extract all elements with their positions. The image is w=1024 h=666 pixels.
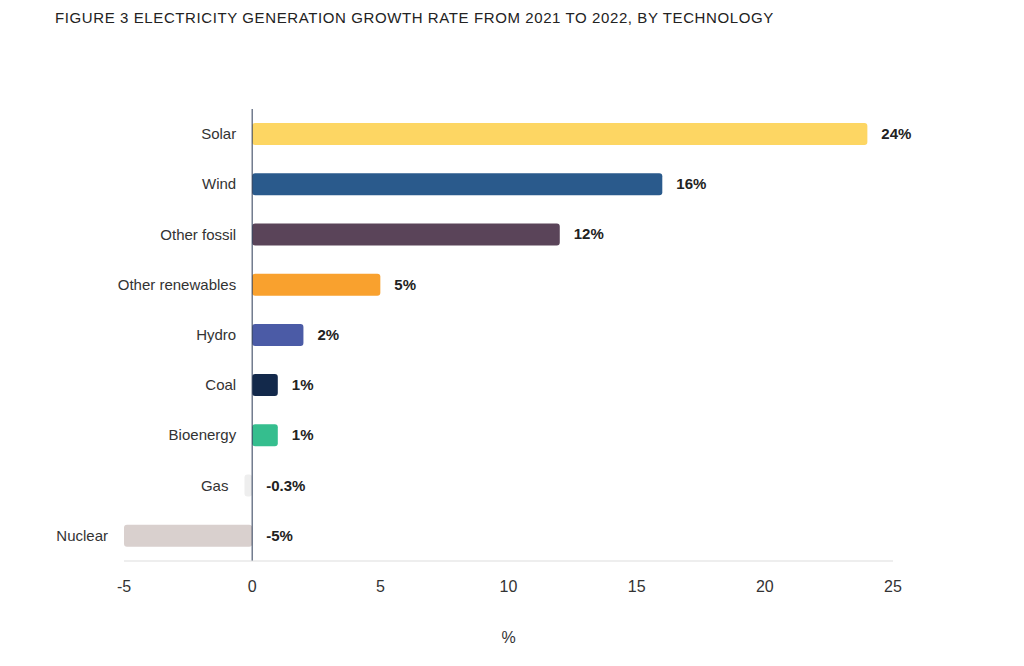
svg-text:-5: -5 <box>117 578 131 595</box>
svg-text:Other fossil: Other fossil <box>160 226 236 243</box>
svg-text:0: 0 <box>248 578 257 595</box>
svg-text:2%: 2% <box>317 326 339 343</box>
svg-text:%: % <box>501 629 515 646</box>
svg-text:15: 15 <box>628 578 646 595</box>
svg-text:Solar: Solar <box>201 125 236 142</box>
svg-text:1%: 1% <box>292 426 314 443</box>
svg-text:12%: 12% <box>574 225 604 242</box>
svg-text:5%: 5% <box>394 276 416 293</box>
svg-text:10: 10 <box>500 578 518 595</box>
svg-text:-5%: -5% <box>266 527 293 544</box>
svg-text:Other renewables: Other renewables <box>118 276 236 293</box>
svg-text:Coal: Coal <box>205 376 236 393</box>
svg-text:1%: 1% <box>292 376 314 393</box>
svg-text:5: 5 <box>376 578 385 595</box>
svg-text:16%: 16% <box>676 175 706 192</box>
svg-text:Wind: Wind <box>202 175 236 192</box>
svg-text:Nuclear: Nuclear <box>56 527 108 544</box>
svg-text:20: 20 <box>756 578 774 595</box>
html-text:FIGURE 3 ELECTRICITY GENERATIO: FIGURE 3 ELECTRICITY GENERATION GROWTH R… <box>55 9 774 26</box>
svg-text:Hydro: Hydro <box>196 326 236 343</box>
svg-text:25: 25 <box>884 578 902 595</box>
svg-text:-0.3%: -0.3% <box>266 477 305 494</box>
svg-text:24%: 24% <box>881 125 911 142</box>
svg-text:Gas: Gas <box>201 477 229 494</box>
svg-text:Bioenergy: Bioenergy <box>169 426 237 443</box>
